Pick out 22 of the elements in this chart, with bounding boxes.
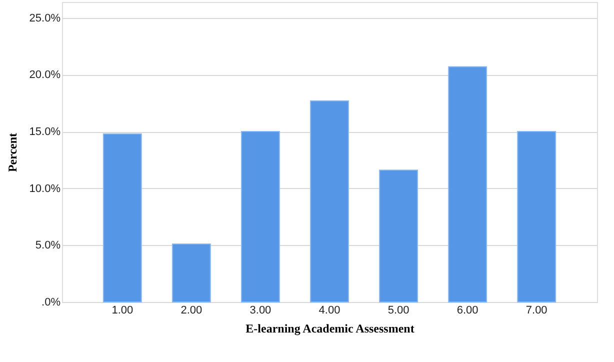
- y-tick-label: 10.0%: [29, 182, 61, 195]
- bar: [240, 131, 280, 302]
- bar: [172, 244, 211, 302]
- bar: [310, 100, 349, 302]
- x-tick-label: 4.00: [318, 304, 340, 316]
- y-axis-title: Percent: [5, 132, 20, 172]
- x-axis-title: E-learning Academic Assessment: [246, 322, 414, 336]
- bar: [448, 66, 488, 302]
- y-tick-label: 25.0%: [29, 12, 61, 24]
- x-tick-label: 6.00: [456, 304, 478, 316]
- bar: [517, 131, 556, 302]
- x-tick-label: 3.00: [250, 304, 272, 316]
- y-tick-label: 5.0%: [35, 240, 61, 252]
- x-tick-label: 2.00: [180, 304, 202, 316]
- y-tick-label: 15.0%: [29, 126, 61, 138]
- y-tick-label: 20.0%: [29, 69, 61, 82]
- bar: [102, 133, 142, 302]
- x-tick-label: 5.00: [388, 304, 410, 316]
- x-tick-label: 1.00: [112, 304, 134, 316]
- y-tick-label: .0%: [42, 296, 61, 308]
- bar: [379, 170, 418, 302]
- x-tick-label: 7.00: [526, 304, 548, 316]
